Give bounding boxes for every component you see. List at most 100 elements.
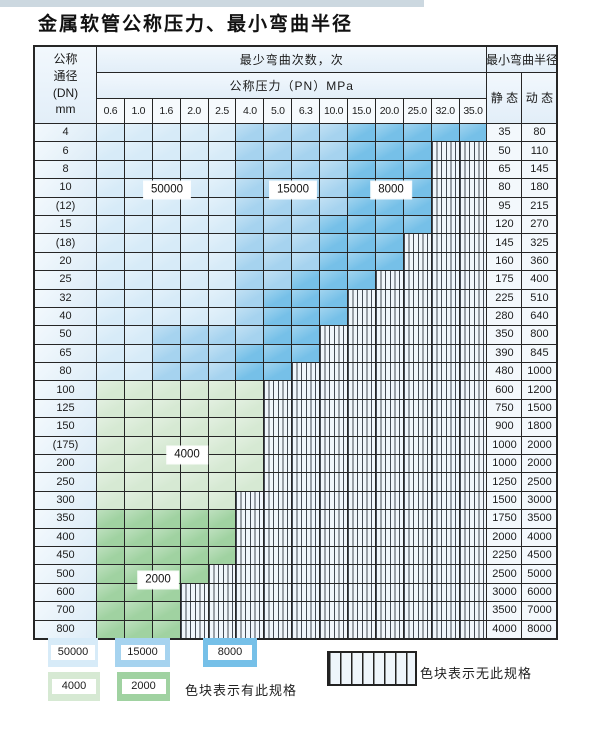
spec-cell-unavailable bbox=[348, 307, 375, 326]
spec-cell bbox=[180, 491, 208, 510]
spec-cell bbox=[320, 252, 348, 271]
spec-cell-unavailable bbox=[431, 620, 459, 638]
pn-value-header: 0.6 bbox=[97, 99, 124, 123]
dynamic-value-cell: 180 bbox=[522, 179, 557, 197]
static-value-cell: 160 bbox=[487, 252, 522, 271]
static-value-cell: 145 bbox=[487, 234, 522, 252]
dn-cell: 100 bbox=[35, 381, 96, 399]
legend-item-value: 8000 bbox=[208, 645, 252, 660]
dn-cell: 15 bbox=[35, 215, 96, 234]
spec-cell bbox=[180, 418, 208, 436]
spec-cell-unavailable bbox=[236, 602, 264, 620]
static-value-cell: 280 bbox=[487, 307, 522, 326]
spec-cell bbox=[124, 326, 152, 344]
spec-cell-unavailable bbox=[403, 455, 431, 473]
spec-cell bbox=[208, 363, 236, 381]
spec-cell-unavailable bbox=[403, 289, 431, 307]
spec-cell bbox=[208, 381, 236, 399]
spec-cell bbox=[208, 418, 236, 436]
spec-cell bbox=[236, 289, 264, 307]
dn-cell: 800 bbox=[35, 620, 96, 638]
spec-cell bbox=[180, 271, 208, 289]
spec-cell-unavailable bbox=[431, 179, 459, 197]
spec-cell-unavailable bbox=[236, 583, 264, 602]
spec-cell bbox=[348, 252, 375, 271]
spec-cell-unavailable bbox=[403, 418, 431, 436]
spec-cell bbox=[124, 455, 152, 473]
legend-item-value: 4000 bbox=[52, 679, 96, 694]
spec-cell-unavailable bbox=[375, 289, 403, 307]
spec-cell-unavailable bbox=[348, 363, 375, 381]
spec-cell-unavailable bbox=[375, 546, 403, 565]
dn-column-header: 公称 通径 (DN) mm bbox=[35, 47, 96, 123]
spec-cell bbox=[264, 289, 292, 307]
spec-cell bbox=[208, 528, 236, 546]
spec-cell bbox=[97, 565, 124, 583]
spec-cell-unavailable bbox=[403, 473, 431, 491]
static-value-cell: 65 bbox=[487, 160, 522, 179]
spec-cell bbox=[180, 381, 208, 399]
spec-cell-unavailable bbox=[375, 436, 403, 455]
spec-cell bbox=[403, 124, 431, 142]
spec-cell-unavailable bbox=[348, 491, 375, 510]
spec-cell-unavailable bbox=[320, 602, 348, 620]
spec-cell-unavailable bbox=[320, 436, 348, 455]
spec-cell-unavailable bbox=[403, 583, 431, 602]
static-value-cell: 2250 bbox=[487, 546, 522, 565]
dynamic-value-cell: 5000 bbox=[522, 565, 557, 583]
spec-cell bbox=[180, 326, 208, 344]
static-value-cell: 35 bbox=[487, 124, 522, 142]
legend-no-spec-swatch bbox=[327, 651, 417, 686]
spec-cell-unavailable bbox=[320, 620, 348, 638]
spec-cell bbox=[97, 363, 124, 381]
spec-cell-unavailable bbox=[180, 583, 208, 602]
spec-cell bbox=[180, 215, 208, 234]
dynamic-value-cell: 2000 bbox=[522, 436, 557, 455]
spec-cell bbox=[152, 363, 180, 381]
spec-cell-unavailable bbox=[264, 583, 292, 602]
dynamic-value-cell: 1200 bbox=[522, 381, 557, 399]
spec-cell bbox=[264, 307, 292, 326]
spec-cell-unavailable bbox=[403, 399, 431, 418]
spec-cell-unavailable bbox=[403, 565, 431, 583]
spec-cell-unavailable bbox=[236, 528, 264, 546]
spec-cell bbox=[180, 565, 208, 583]
spec-cell-unavailable bbox=[459, 252, 487, 271]
spec-cell bbox=[403, 160, 431, 179]
spec-cell bbox=[180, 510, 208, 528]
legend-item-value: 50000 bbox=[51, 645, 95, 660]
static-value-cell: 80 bbox=[487, 179, 522, 197]
spec-cell bbox=[124, 234, 152, 252]
pn-value-header: 1.0 bbox=[124, 99, 152, 123]
spec-cell bbox=[124, 307, 152, 326]
spec-cell bbox=[97, 326, 124, 344]
spec-cell-unavailable bbox=[431, 363, 459, 381]
spec-cell-unavailable bbox=[403, 363, 431, 381]
spec-cell bbox=[348, 271, 375, 289]
spec-cell-unavailable bbox=[348, 473, 375, 491]
spec-cell bbox=[292, 252, 320, 271]
spec-cell-unavailable bbox=[320, 363, 348, 381]
static-value-cell: 750 bbox=[487, 399, 522, 418]
spec-cell-unavailable bbox=[375, 473, 403, 491]
spec-cell-unavailable bbox=[348, 326, 375, 344]
spec-cell-unavailable bbox=[459, 271, 487, 289]
dynamic-value-cell: 6000 bbox=[522, 583, 557, 602]
spec-cell bbox=[124, 399, 152, 418]
spec-cell-unavailable bbox=[431, 436, 459, 455]
spec-cell-unavailable bbox=[375, 326, 403, 344]
cycle-count-label: 8000 bbox=[371, 181, 411, 199]
spec-cell bbox=[208, 234, 236, 252]
cycle-count-label: 15000 bbox=[270, 181, 316, 199]
spec-cell bbox=[97, 473, 124, 491]
spec-cell-unavailable bbox=[320, 473, 348, 491]
static-value-cell: 225 bbox=[487, 289, 522, 307]
spec-cell bbox=[375, 124, 403, 142]
spec-cell-unavailable bbox=[180, 620, 208, 638]
spec-cell bbox=[97, 602, 124, 620]
cycle-count-label: 50000 bbox=[144, 181, 190, 199]
spec-cell-unavailable bbox=[403, 234, 431, 252]
spec-cell bbox=[180, 234, 208, 252]
dn-cell: 200 bbox=[35, 455, 96, 473]
